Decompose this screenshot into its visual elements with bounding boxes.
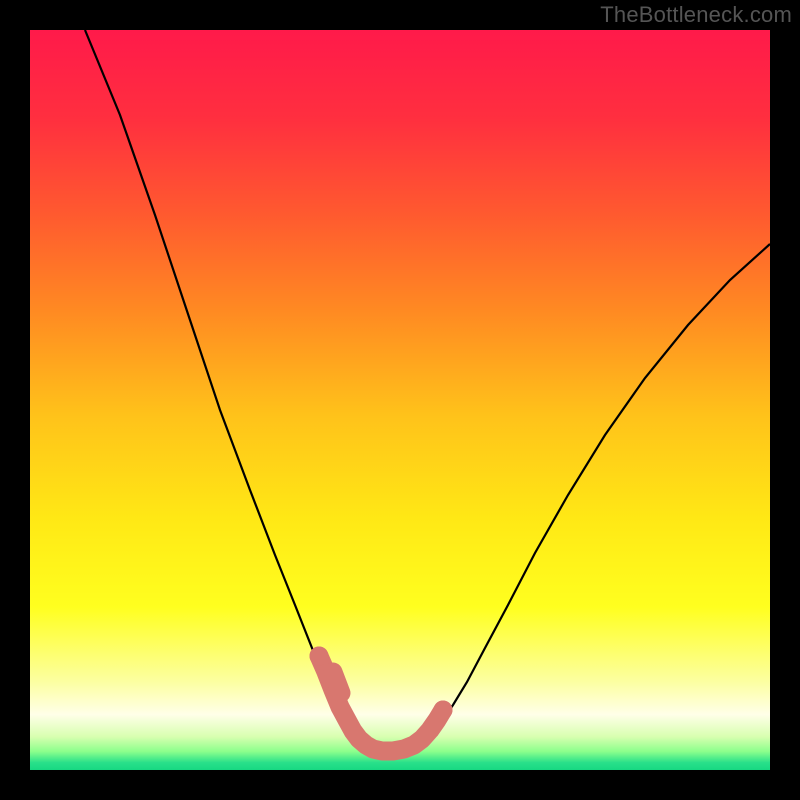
plot-area: [30, 30, 770, 770]
watermark-text: TheBottleneck.com: [600, 2, 792, 28]
bottleneck-chart: [0, 0, 800, 800]
chart-wrapper: { "watermark": "TheBottleneck.com", "can…: [0, 0, 800, 800]
